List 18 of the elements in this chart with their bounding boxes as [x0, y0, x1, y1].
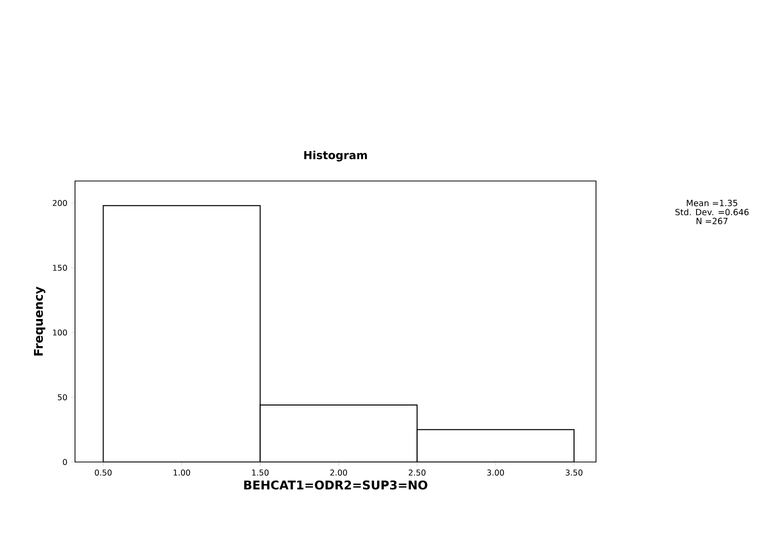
text: N =267 [696, 218, 728, 224]
y-tick-label: 200 [52, 200, 67, 206]
y-tick-label: 0 [62, 458, 67, 466]
x-tick-label: 3.50 [566, 470, 582, 476]
y-tick-label: 150 [53, 264, 67, 271]
x-tick-label: 0.50 [94, 470, 112, 476]
x-tick-label: 1.50 [252, 470, 269, 476]
x-tick-label: 3.00 [487, 470, 504, 476]
y-tick-label: 100 [53, 329, 67, 336]
text: Mean =1.35 [686, 200, 738, 206]
x-axis-title: BEHCAT1=ODR2=SUP3=NO [244, 480, 428, 490]
chart-title: Histogram [304, 150, 367, 162]
text: Std. Dev. =0.646 [675, 208, 749, 216]
y-axis-title: Frequency [34, 286, 46, 356]
y-tick-label: 50 [58, 394, 67, 400]
x-tick-label: 1.00 [174, 470, 190, 476]
x-tick-label: 2.00 [330, 470, 348, 476]
x-tick-label: 2.50 [408, 470, 426, 476]
